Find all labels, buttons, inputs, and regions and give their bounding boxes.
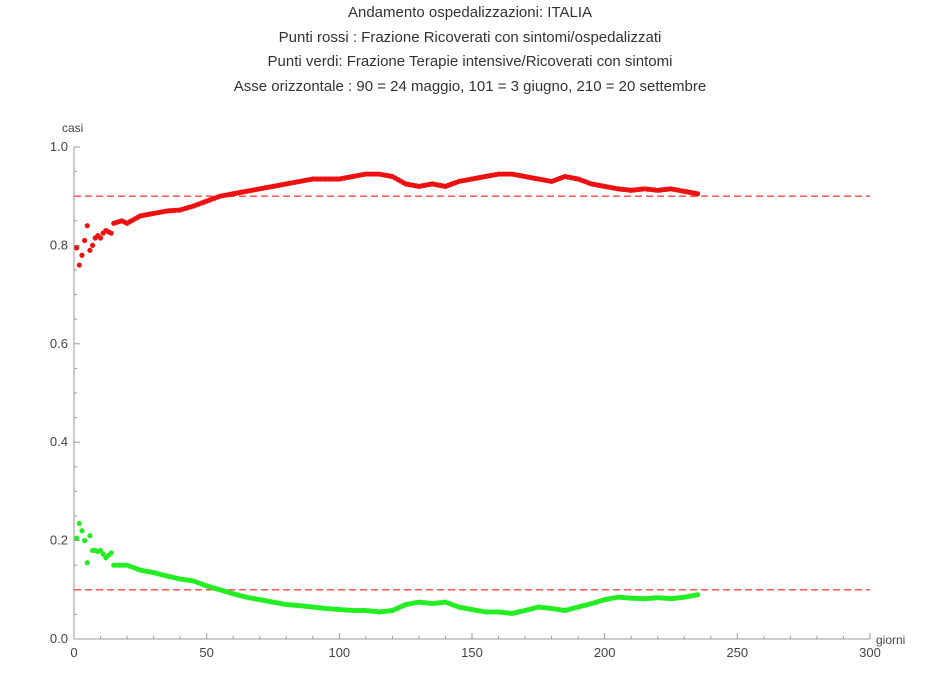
x-tick-label: 0 bbox=[70, 645, 77, 660]
data-point bbox=[694, 191, 701, 197]
data-point bbox=[82, 237, 88, 244]
data-point bbox=[97, 235, 104, 241]
x-tick-label: 250 bbox=[726, 645, 748, 660]
x-tick-label: 150 bbox=[461, 645, 483, 660]
y-tick-label: 0.4 bbox=[50, 434, 68, 449]
data-point bbox=[84, 560, 90, 566]
data-point bbox=[74, 245, 80, 251]
y-tick-label: 0.6 bbox=[50, 336, 68, 351]
data-point bbox=[87, 247, 93, 253]
data-point bbox=[74, 535, 80, 541]
title-line-4: Asse orizzontale : 90 = 24 maggio, 101 =… bbox=[234, 78, 706, 95]
data-points bbox=[74, 171, 701, 617]
y-tick-label: 1.0 bbox=[50, 139, 68, 154]
data-point bbox=[84, 223, 90, 229]
data-point bbox=[76, 520, 82, 526]
series-2 bbox=[74, 520, 701, 617]
data-point bbox=[79, 252, 85, 258]
data-point bbox=[76, 262, 82, 268]
chart-title: Andamento ospedalizzazioni: ITALIA Punti… bbox=[234, 4, 706, 95]
data-point bbox=[89, 242, 96, 248]
data-point bbox=[108, 550, 114, 556]
title-line-3: Punti verdi: Frazione Terapie intensive/… bbox=[268, 53, 673, 70]
data-point bbox=[100, 551, 106, 557]
x-tick-label: 200 bbox=[594, 645, 616, 660]
series-1 bbox=[74, 171, 701, 268]
y-tick-label: 0.2 bbox=[50, 533, 68, 548]
x-axis-label: giorni bbox=[876, 633, 905, 647]
data-point bbox=[79, 528, 85, 534]
data-point bbox=[97, 547, 104, 554]
x-tick-label: 50 bbox=[199, 645, 213, 660]
data-point bbox=[82, 538, 88, 544]
x-tick-label: 300 bbox=[859, 645, 881, 660]
axes: 0 50 100 150 200 250 300 0.0 0.2 0.4 0.6 0.8 1.0 bbox=[50, 139, 881, 660]
data-point bbox=[694, 592, 701, 598]
y-tick-label: 0.0 bbox=[50, 631, 68, 646]
x-tick-label: 100 bbox=[328, 645, 350, 660]
data-point bbox=[87, 533, 93, 539]
y-axis-label: casi bbox=[62, 121, 83, 135]
title-line-2: Punti rossi : Frazione Ricoverati con si… bbox=[279, 29, 662, 46]
y-tick-label: 0.8 bbox=[50, 237, 68, 252]
reference-lines bbox=[74, 195, 870, 591]
data-point bbox=[108, 230, 114, 236]
title-line-1: Andamento ospedalizzazioni: ITALIA bbox=[348, 4, 592, 21]
